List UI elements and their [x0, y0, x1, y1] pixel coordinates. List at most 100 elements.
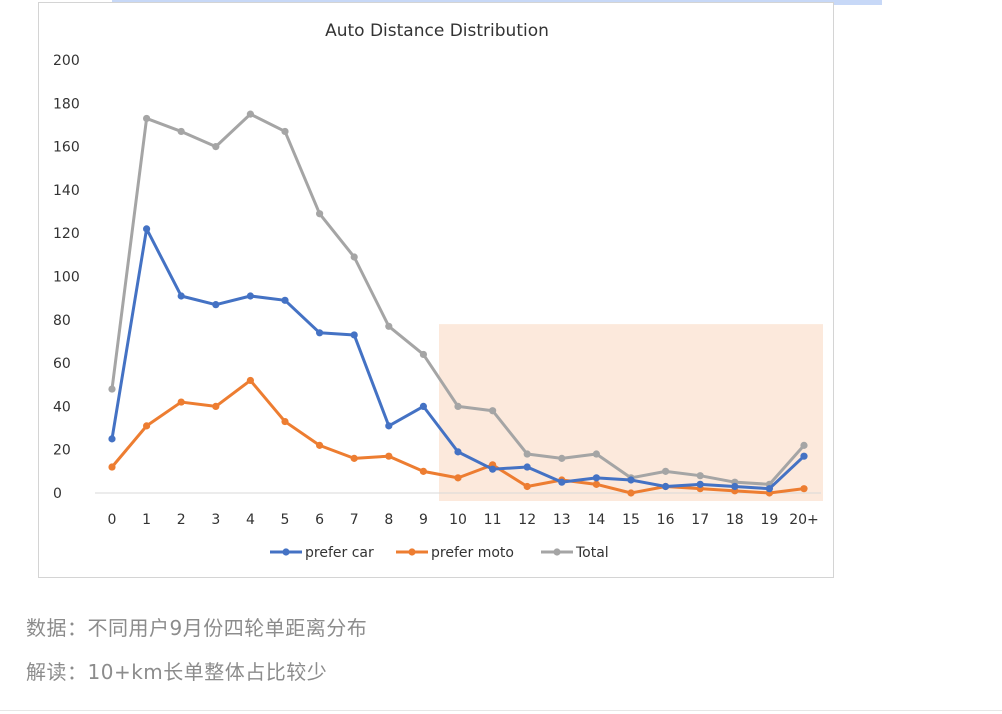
y-tick-label: 0 [53, 486, 62, 502]
x-tick-label: 19 [760, 512, 778, 528]
data-point-prefer-moto [246, 376, 254, 385]
data-point-prefer-moto [350, 454, 358, 462]
x-tick-label: 20+ [789, 512, 819, 528]
x-tick-label: 1 [142, 512, 151, 528]
legend-marker [553, 548, 561, 556]
data-point-total [316, 210, 324, 218]
x-tick-label: 9 [419, 512, 428, 528]
y-tick-label: 100 [53, 270, 80, 286]
data-point-prefer-car [523, 463, 531, 471]
data-point-prefer-car [316, 329, 324, 337]
data-point-prefer-car [108, 435, 116, 443]
data-point-total [523, 450, 531, 458]
data-point-prefer-moto [592, 480, 601, 488]
data-point-total [696, 472, 704, 480]
data-point-prefer-moto [177, 398, 185, 406]
interpretation-caption: 解读：10+km长单整体占比较少 [26, 660, 328, 684]
y-tick-label: 80 [53, 313, 71, 329]
data-point-prefer-car [143, 225, 151, 233]
x-tick-label: 0 [108, 512, 117, 528]
chart-frame: Auto Distance Distribution 0 20 40 60 80 100 1… [38, 2, 834, 578]
data-point-prefer-car [212, 301, 220, 309]
data-point-prefer-car [662, 482, 670, 491]
x-tick-label: 8 [384, 512, 393, 528]
data-point-prefer-moto [419, 467, 427, 475]
data-point-prefer-moto [454, 474, 462, 482]
data-point-total [662, 467, 670, 475]
x-tick-label: 18 [726, 512, 744, 528]
data-point-prefer-moto [143, 422, 151, 430]
x-tick-label: 13 [553, 512, 571, 528]
data-point-total [385, 322, 393, 330]
legend-item-prefer-moto: prefer moto [396, 545, 514, 561]
x-tick-label: 16 [657, 512, 675, 528]
data-point-total [108, 385, 116, 393]
y-tick-label: 200 [53, 53, 80, 69]
data-point-total [350, 253, 358, 261]
data-point-prefer-moto [385, 452, 393, 460]
data-point-prefer-car [627, 476, 635, 484]
data-point-prefer-car [696, 480, 704, 488]
y-tick-label: 140 [53, 183, 80, 199]
data-point-prefer-car [281, 296, 289, 304]
data-source-caption: 数据：不同用户9月份四轮单距离分布 [26, 616, 368, 640]
data-point-prefer-car [765, 485, 774, 493]
data-point-prefer-car [246, 292, 254, 300]
data-point-prefer-moto [523, 482, 531, 491]
data-point-total [419, 350, 427, 359]
data-point-prefer-car [592, 474, 601, 482]
divider [0, 710, 1002, 711]
data-point-prefer-moto [627, 489, 635, 497]
data-point-prefer-car [385, 422, 393, 430]
data-point-prefer-moto [212, 402, 220, 410]
data-point-prefer-car [731, 482, 739, 491]
x-tick-label: 6 [315, 512, 324, 528]
data-point-prefer-moto [316, 441, 324, 449]
data-point-prefer-car [419, 402, 427, 410]
legend-label: prefer moto [431, 545, 514, 561]
data-point-total [177, 127, 185, 136]
y-tick-label: 60 [53, 356, 71, 372]
legend-label: prefer car [305, 545, 374, 561]
y-tick-label: 120 [53, 226, 80, 242]
data-point-prefer-moto [800, 485, 808, 493]
y-tick-label: 20 [53, 443, 71, 459]
y-tick-label: 40 [53, 399, 71, 415]
legend-marker [408, 548, 416, 556]
x-tick-label: 7 [350, 512, 359, 528]
data-point-total [246, 110, 254, 118]
x-tick-label: 4 [246, 512, 255, 528]
x-tick-label: 12 [518, 512, 536, 528]
legend-marker [282, 548, 290, 556]
data-point-prefer-car [350, 331, 358, 339]
data-point-total [489, 407, 497, 415]
x-tick-label: 5 [281, 512, 290, 528]
x-tick-label: 3 [211, 512, 220, 528]
line-chart: Auto Distance Distribution 0204060801001… [53, 21, 823, 561]
chart-title: Auto Distance Distribution [325, 21, 549, 41]
legend-item-prefer-car: prefer car [270, 545, 374, 561]
data-point-total [212, 143, 220, 151]
x-tick-label: 2 [177, 512, 186, 528]
data-point-prefer-car [489, 465, 497, 473]
data-point-prefer-car [800, 452, 808, 460]
data-point-total [143, 114, 151, 123]
x-tick-label: 17 [691, 512, 709, 528]
data-point-total [454, 402, 462, 410]
y-tick-label: 160 [53, 140, 80, 156]
legend-item-total: Total [541, 545, 609, 561]
data-point-total [592, 450, 601, 458]
x-tick-label: 11 [484, 512, 502, 528]
x-tick-label: 15 [622, 512, 640, 528]
data-point-total [800, 441, 808, 449]
data-point-total [558, 454, 566, 462]
legend-label: Total [575, 545, 609, 561]
data-point-prefer-moto [281, 417, 289, 426]
y-tick-label: 180 [53, 96, 80, 112]
x-tick-label: 10 [449, 512, 467, 528]
data-point-prefer-moto [108, 463, 116, 471]
data-point-prefer-car [558, 478, 566, 486]
data-point-prefer-car [177, 292, 185, 300]
data-point-total [281, 127, 289, 136]
x-tick-label: 14 [587, 512, 605, 528]
